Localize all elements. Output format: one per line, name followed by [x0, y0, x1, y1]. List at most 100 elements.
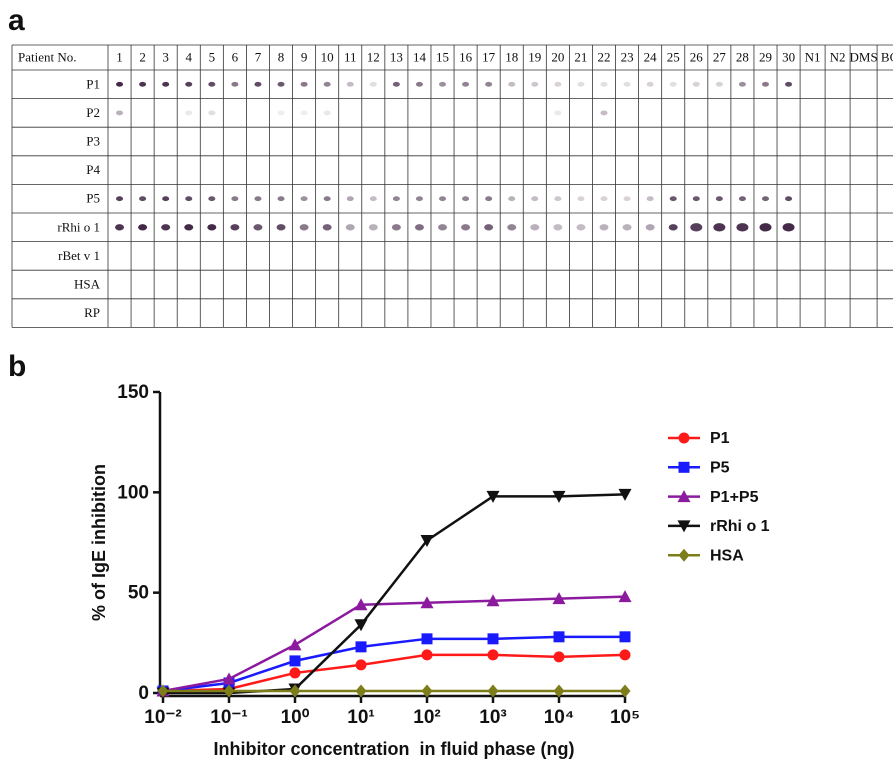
x-axis-title: Inhibitor concentration in fluid phase (… [214, 739, 575, 759]
blot-spot [231, 196, 239, 202]
column-header: 6 [232, 49, 239, 64]
blot-table: Patient No. 1 2 3 4 5 6 7 8 9 10 11 12 13 14 15 16 17 18 19… [11, 44, 893, 328]
x-tick-label: 10⁴ [544, 707, 575, 728]
blot-spot [253, 224, 263, 231]
blot-spot [161, 224, 171, 231]
legend-label: P1 [710, 430, 730, 447]
blot-spot [623, 196, 631, 202]
column-header: 18 [505, 49, 518, 64]
blot-spot [462, 196, 470, 202]
blot-spot [115, 224, 125, 231]
row-label: P2 [86, 105, 100, 120]
y-tick-label: 50 [128, 583, 149, 604]
column-header: 25 [667, 49, 680, 64]
blot-spot [623, 81, 631, 87]
data-point [421, 684, 433, 698]
blot-spot [738, 81, 746, 87]
blot-spot [485, 196, 493, 202]
column-header: 24 [644, 49, 658, 64]
column-header: 10 [321, 49, 334, 64]
column-header: 21 [574, 49, 587, 64]
blot-spot [438, 224, 448, 231]
data-point [619, 649, 631, 661]
column-header: Patient No. [18, 49, 77, 64]
data-point [552, 592, 566, 605]
row-label: P1 [86, 76, 100, 91]
blot-spot [577, 196, 585, 202]
blot-spot [600, 81, 608, 87]
blot-spot [254, 81, 262, 87]
column-header: 14 [413, 49, 427, 64]
blot-spot [554, 110, 562, 116]
column-header: DMS [850, 49, 878, 64]
line-chart: 0 50 100 150 10⁻² 10⁻¹ 10⁰ 10¹ 10² 10³ 10⁴ 10⁵ Inhib… [89, 382, 770, 759]
column-header: 17 [482, 49, 496, 64]
column-header: 12 [367, 49, 380, 64]
blot-spot [530, 224, 540, 231]
blot-spot [139, 81, 147, 87]
column-header: 27 [713, 49, 727, 64]
data-point [354, 598, 368, 611]
blot-spot [299, 224, 309, 231]
blot-spot [415, 196, 423, 202]
blot-spot [138, 224, 148, 231]
blot-spot [346, 81, 354, 87]
blot-spot [368, 224, 378, 231]
column-header: 9 [301, 49, 308, 64]
blot-spot [761, 196, 769, 202]
blot-spot [761, 81, 769, 87]
blot-spot [508, 196, 516, 202]
blot-spot [277, 110, 285, 116]
blot-spot [208, 196, 216, 202]
row-label: P4 [86, 162, 100, 177]
legend-marker [677, 490, 691, 503]
column-header: 3 [162, 49, 169, 64]
x-tick-label: 10³ [479, 707, 506, 728]
blot-spot [184, 224, 194, 231]
x-tick-label: 10⁻¹ [210, 707, 248, 728]
data-point [420, 534, 434, 547]
blot-spot [254, 196, 262, 202]
blot-spot [139, 196, 147, 202]
data-point [157, 684, 169, 698]
blot-spot [276, 224, 286, 231]
legend-label: P1+P5 [710, 489, 759, 506]
column-header: 4 [185, 49, 192, 64]
blot-spot [162, 81, 170, 87]
blot-spot [600, 196, 608, 202]
data-point [222, 672, 236, 685]
row-label: P5 [86, 191, 100, 206]
column-header: 5 [209, 49, 216, 64]
legend-marker [678, 548, 690, 562]
data-point [288, 638, 302, 651]
blot-spot [277, 196, 285, 202]
column-header: 20 [551, 49, 564, 64]
data-point [486, 594, 500, 607]
data-point [618, 488, 632, 501]
blot-spot [208, 110, 216, 116]
blot-spot [531, 81, 539, 87]
column-header: 28 [736, 49, 749, 64]
data-point [552, 490, 566, 503]
blot-spot [300, 196, 308, 202]
x-tick-label: 10⁵ [610, 707, 640, 728]
blot-spot [300, 81, 308, 87]
blot-spot [785, 81, 793, 87]
blot-spot [531, 196, 539, 202]
column-header: N2 [830, 49, 846, 64]
column-header: N1 [805, 49, 821, 64]
blot-spot [669, 196, 677, 202]
blot-spot [208, 81, 216, 87]
column-header: 2 [139, 49, 146, 64]
x-tick-label: 10¹ [347, 707, 374, 728]
y-tick-label: 100 [117, 482, 149, 503]
column-header: 19 [528, 49, 541, 64]
x-tick-label: 10⁻² [144, 707, 182, 728]
row-label: P3 [86, 133, 100, 148]
blot-spot [692, 196, 700, 202]
series-line [162, 653, 626, 693]
blot-spot [484, 224, 494, 231]
blot-spot [713, 223, 726, 232]
blot-spot [645, 224, 655, 231]
blot-spot [577, 81, 585, 87]
